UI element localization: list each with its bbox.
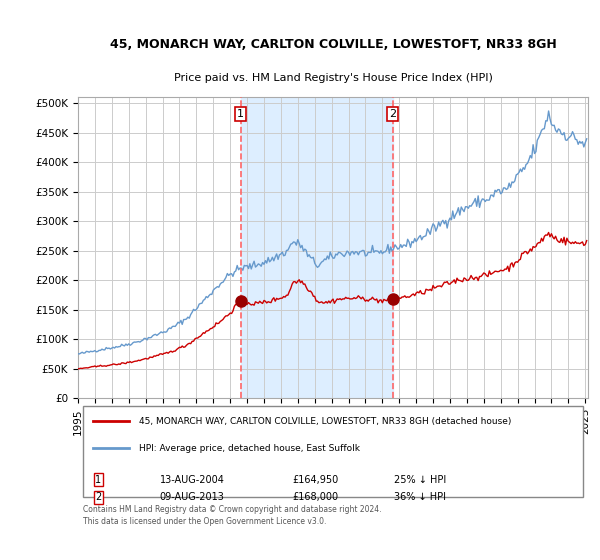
Text: 45, MONARCH WAY, CARLTON COLVILLE, LOWESTOFT, NR33 8GH: 45, MONARCH WAY, CARLTON COLVILLE, LOWES… [110, 39, 556, 52]
Text: 45, MONARCH WAY, CARLTON COLVILLE, LOWESTOFT, NR33 8GH (detached house): 45, MONARCH WAY, CARLTON COLVILLE, LOWES… [139, 417, 512, 426]
Bar [241, 97, 392, 398]
Text: HPI: Average price, detached house, East Suffolk: HPI: Average price, detached house, East… [139, 444, 360, 453]
Text: £164,950: £164,950 [292, 474, 338, 484]
Text: 25% ↓ HPI: 25% ↓ HPI [394, 474, 446, 484]
Text: Price paid vs. HM Land Registry's House Price Index (HPI): Price paid vs. HM Land Registry's House … [173, 73, 493, 83]
Text: 36% ↓ HPI: 36% ↓ HPI [394, 492, 446, 502]
FancyBboxPatch shape [83, 405, 583, 497]
Text: 13-AUG-2004: 13-AUG-2004 [160, 474, 224, 484]
Text: 09-AUG-2013: 09-AUG-2013 [160, 492, 224, 502]
Text: 2: 2 [95, 492, 101, 502]
Text: 2: 2 [389, 109, 396, 119]
Text: £168,000: £168,000 [292, 492, 338, 502]
Text: 1: 1 [237, 109, 244, 119]
Text: Contains HM Land Registry data © Crown copyright and database right 2024.
This d: Contains HM Land Registry data © Crown c… [83, 505, 382, 526]
Text: 1: 1 [95, 474, 101, 484]
